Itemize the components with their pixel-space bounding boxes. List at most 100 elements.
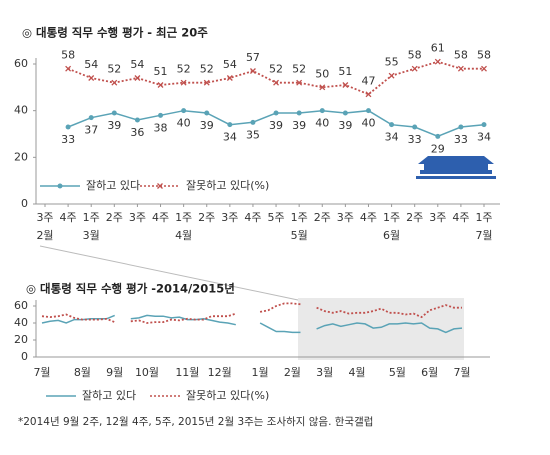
data-label: 50 bbox=[315, 67, 329, 80]
legend-label: 잘못하고 있다(%) bbox=[186, 388, 269, 402]
x-tick-label: 6월 bbox=[421, 366, 438, 379]
x-tick-label: 3주 bbox=[129, 211, 146, 224]
data-label: 52 bbox=[269, 63, 283, 76]
y-tick-label: 20 bbox=[14, 333, 28, 346]
legend-label: 잘하고 있다 bbox=[86, 178, 140, 192]
data-label: 33 bbox=[61, 133, 75, 146]
x-tick-label: 4주 bbox=[452, 211, 469, 224]
data-label: 57 bbox=[246, 51, 260, 64]
data-label: 33 bbox=[408, 133, 422, 146]
point bbox=[65, 65, 72, 72]
point bbox=[273, 79, 280, 86]
chart-title: ◎ 대통령 직무 수행 평가 - 최근 20주 bbox=[22, 26, 208, 40]
x-tick-label: 3주 bbox=[429, 211, 446, 224]
month-label: 5월 bbox=[291, 229, 308, 242]
point bbox=[134, 75, 141, 81]
point bbox=[111, 79, 118, 86]
data-label: 37 bbox=[84, 124, 98, 137]
point bbox=[342, 110, 348, 116]
data-label: 54 bbox=[130, 58, 144, 71]
point bbox=[434, 58, 441, 65]
month-label: 6월 bbox=[383, 229, 400, 242]
x-tick-label: 3월 bbox=[316, 366, 333, 379]
data-label: 54 bbox=[223, 58, 237, 71]
x-tick-label: 2월 bbox=[284, 366, 301, 379]
blue-house-icon bbox=[416, 156, 496, 179]
data-label: 52 bbox=[292, 63, 306, 76]
point bbox=[273, 110, 279, 116]
data-label: 40 bbox=[361, 117, 375, 130]
point bbox=[250, 119, 256, 125]
point bbox=[319, 84, 326, 91]
y-tick-label: 40 bbox=[14, 104, 28, 117]
x-tick-label: 3주 bbox=[221, 211, 238, 224]
data-label: 51 bbox=[338, 65, 352, 78]
x-tick-label: 4주 bbox=[244, 211, 261, 224]
point bbox=[481, 122, 487, 128]
point bbox=[365, 108, 371, 114]
data-label: 58 bbox=[477, 49, 491, 62]
zoom-connector bbox=[39, 245, 299, 301]
point bbox=[389, 122, 395, 128]
legend-label: 잘못하고 있다(%) bbox=[186, 178, 269, 192]
x-tick-label: 1주 bbox=[383, 211, 400, 224]
data-label: 39 bbox=[269, 119, 283, 132]
point bbox=[435, 133, 441, 139]
x-tick-label: 1주 bbox=[83, 211, 100, 224]
chart-title: ◎ 대통령 직무 수행 평가 -2014/2015년 bbox=[26, 282, 235, 296]
point bbox=[65, 124, 71, 130]
data-label: 38 bbox=[154, 121, 168, 134]
point bbox=[411, 65, 418, 72]
legend-marker bbox=[57, 183, 63, 189]
point bbox=[158, 112, 164, 118]
data-label: 47 bbox=[361, 74, 375, 87]
x-tick-label: 3주 bbox=[337, 211, 354, 224]
x-tick-label: 4월 bbox=[348, 366, 365, 379]
point bbox=[227, 122, 233, 128]
y-tick-label: 60 bbox=[14, 57, 28, 70]
data-label: 34 bbox=[385, 131, 399, 144]
data-label: 51 bbox=[154, 65, 168, 78]
y-tick-label: 0 bbox=[21, 350, 28, 363]
point bbox=[388, 72, 395, 79]
data-label: 54 bbox=[84, 58, 98, 71]
point bbox=[296, 110, 302, 116]
y-tick-label: 0 bbox=[21, 197, 28, 210]
data-label: 39 bbox=[292, 119, 306, 132]
x-tick-label: 2주 bbox=[406, 211, 423, 224]
point bbox=[249, 68, 256, 74]
y-tick-label: 60 bbox=[14, 299, 28, 312]
data-label: 39 bbox=[200, 119, 214, 132]
data-label: 58 bbox=[454, 49, 468, 62]
month-label: 2월 bbox=[36, 229, 53, 242]
x-tick-label: 3주 bbox=[36, 211, 53, 224]
point bbox=[481, 65, 487, 72]
y-tick-label: 40 bbox=[14, 316, 28, 329]
x-tick-label: 7월 bbox=[33, 366, 50, 379]
x-tick-label: 4주 bbox=[60, 211, 77, 224]
month-label: 7월 bbox=[475, 229, 492, 242]
point bbox=[457, 65, 464, 72]
data-label: 52 bbox=[107, 63, 121, 76]
data-label: 40 bbox=[315, 117, 329, 130]
data-label: 61 bbox=[431, 42, 445, 55]
month-label: 4월 bbox=[175, 229, 192, 242]
data-label: 35 bbox=[246, 128, 260, 141]
x-tick-label: 1주 bbox=[475, 211, 492, 224]
point bbox=[226, 75, 233, 81]
legend-label: 잘하고 있다 bbox=[82, 388, 136, 402]
x-tick-label: 4주 bbox=[360, 211, 377, 224]
data-label: 52 bbox=[177, 63, 191, 76]
series-line bbox=[41, 302, 462, 324]
x-tick-label: 12월 bbox=[208, 366, 232, 379]
x-tick-label: 10월 bbox=[135, 366, 159, 379]
data-label: 36 bbox=[130, 126, 144, 139]
point bbox=[365, 91, 372, 98]
x-tick-label: 2주 bbox=[106, 211, 123, 224]
x-tick-label: 2주 bbox=[314, 211, 331, 224]
x-tick-label: 1주 bbox=[175, 211, 192, 224]
point bbox=[88, 75, 95, 81]
data-label: 58 bbox=[61, 49, 75, 62]
point bbox=[203, 79, 210, 86]
x-tick-label: 11월 bbox=[175, 366, 199, 379]
